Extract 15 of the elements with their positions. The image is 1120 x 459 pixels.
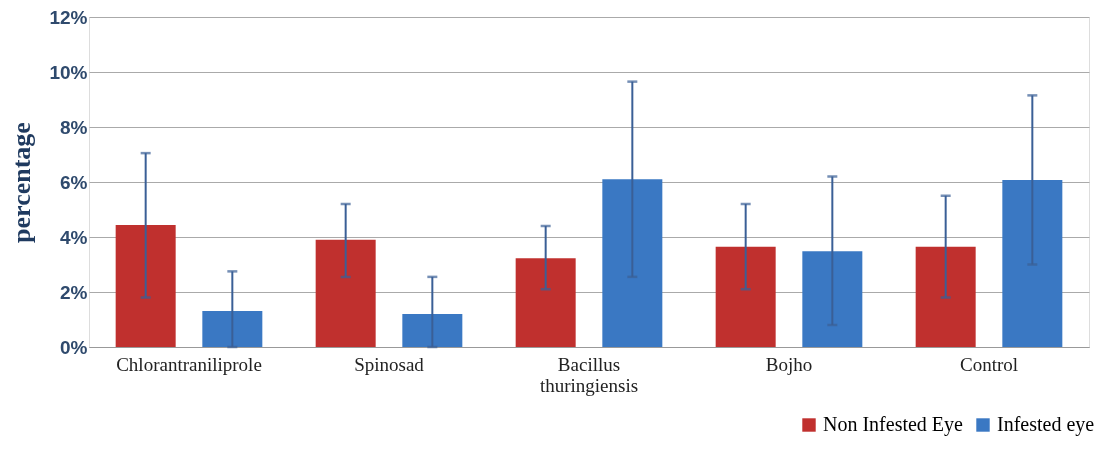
x-tick-label: Spinosad [354, 353, 425, 375]
legend-label: Infested eye [997, 413, 1095, 436]
y-tick-label: 0% [60, 336, 88, 358]
x-tick-label: Chlorantraniliprole [116, 353, 262, 375]
y-tick-label: 10% [49, 61, 88, 83]
y-tick-label: 2% [60, 281, 88, 303]
y-tick-label: 6% [60, 171, 88, 193]
legend-label: Non Infested Eye [823, 413, 964, 436]
x-tick-label: Bacillus thuringiensis [539, 353, 639, 396]
y-tick-label: 4% [60, 226, 88, 248]
x-tick-label: Control [959, 353, 1019, 375]
y-tick-label: 8% [60, 116, 88, 138]
x-tick-label: Bojho [765, 353, 813, 375]
y-axis-title: percentage [7, 122, 37, 243]
y-tick-label: 12% [49, 6, 88, 28]
